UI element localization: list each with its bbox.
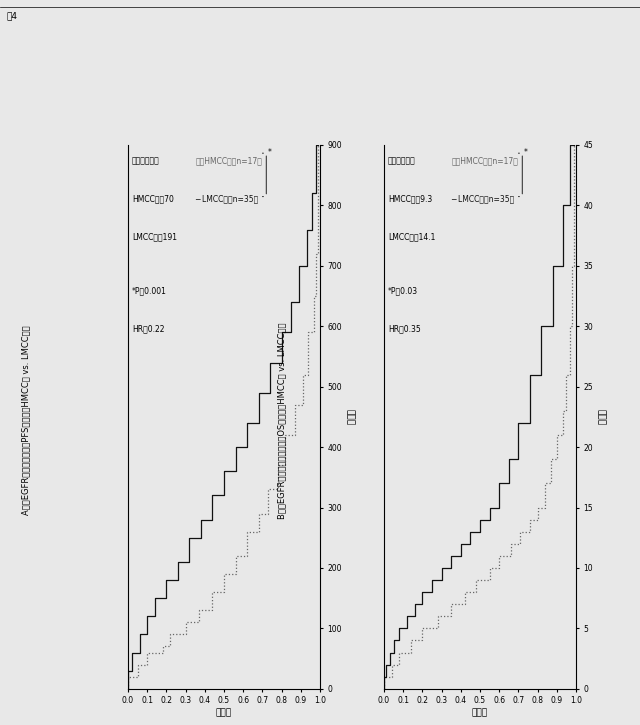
Text: ─ LMCC群（n=35）: ─ LMCC群（n=35） — [195, 194, 259, 203]
Text: *P＝0.03: *P＝0.03 — [388, 286, 418, 295]
Text: LMCC群：191: LMCC群：191 — [132, 232, 177, 241]
Text: 中央値（日）: 中央値（日） — [132, 156, 159, 165]
Text: 中央値（月）: 中央値（月） — [388, 156, 415, 165]
Text: ・・HMCC群（n=17）: ・・HMCC群（n=17） — [451, 156, 518, 165]
X-axis label: 累積率: 累積率 — [472, 708, 488, 717]
Text: ・・HMCC群（n=17）: ・・HMCC群（n=17） — [195, 156, 262, 165]
Text: A：抗EGFR抗体薬使用時のPFSの比較（HMCC群 vs. LMCC群）: A：抗EGFR抗体薬使用時のPFSの比較（HMCC群 vs. LMCC群） — [21, 326, 30, 515]
Text: B：抗EGFR抗体薬初回投与後のOSの比較（HMCC群 vs. LMCC群）: B：抗EGFR抗体薬初回投与後のOSの比較（HMCC群 vs. LMCC群） — [277, 322, 286, 519]
Text: *: * — [268, 148, 272, 157]
Y-axis label: （月）: （月） — [596, 409, 605, 425]
X-axis label: 累積率: 累積率 — [216, 708, 232, 717]
Text: HR＝0.22: HR＝0.22 — [132, 325, 164, 334]
Text: HMCC群：70: HMCC群：70 — [132, 194, 173, 203]
Text: LMCC群：14.1: LMCC群：14.1 — [388, 232, 435, 241]
Text: ─ LMCC群（n=35）: ─ LMCC群（n=35） — [451, 194, 515, 203]
Text: 図4: 図4 — [6, 11, 17, 20]
Y-axis label: （日）: （日） — [345, 409, 354, 425]
Text: *: * — [524, 148, 528, 157]
Text: *P＜0.001: *P＜0.001 — [132, 286, 166, 295]
Text: HR＝0.35: HR＝0.35 — [388, 325, 420, 334]
Text: HMCC群：9.3: HMCC群：9.3 — [388, 194, 432, 203]
